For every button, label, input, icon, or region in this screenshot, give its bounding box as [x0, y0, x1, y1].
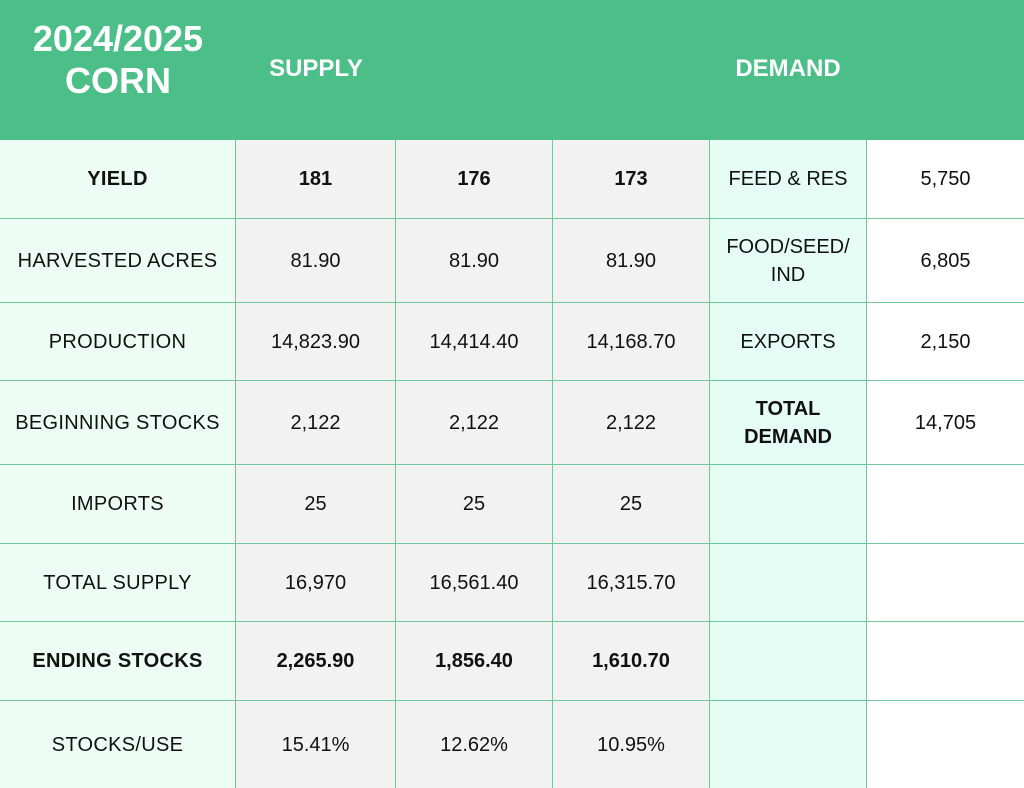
demand-header: DEMAND [735, 55, 841, 82]
row-label-total-supply: TOTAL SUPPLY [0, 544, 236, 622]
row-label-beginning-stocks: BEGINNING STOCKS [0, 381, 236, 465]
row-label-stocks-use: STOCKS/USE [0, 701, 236, 788]
header-banner: 2024/2025 CORN SUPPLY DEMAND [0, 0, 1024, 140]
total-supply-scenario-3: 16,315.70 [553, 544, 710, 622]
supply-header: SUPPLY [269, 55, 363, 82]
stocks-use-scenario-1: 15.41% [236, 701, 396, 788]
yield-scenario-2: 176 [396, 140, 553, 219]
total-supply-scenario-1: 16,970 [236, 544, 396, 622]
demand-label-feed: FEED & RES [710, 140, 867, 219]
demand-value-exports: 2,150 [867, 303, 1024, 381]
demand-value-empty [867, 465, 1024, 544]
demand-label-empty [710, 622, 867, 701]
row-label-ending-stocks: ENDING STOCKS [0, 622, 236, 701]
demand-label-empty [710, 701, 867, 788]
beginning-stocks-scenario-2: 2,122 [396, 381, 553, 465]
demand-label-food-seed-ind: FOOD/SEED/IND [710, 219, 867, 303]
yield-scenario-1: 181 [236, 140, 396, 219]
row-label-production: PRODUCTION [0, 303, 236, 381]
harvested-acres-scenario-2: 81.90 [396, 219, 553, 303]
production-scenario-1: 14,823.90 [236, 303, 396, 381]
page-title: 2024/2025 CORN [0, 18, 236, 102]
yield-scenario-3: 173 [553, 140, 710, 219]
demand-value-feed: 5,750 [867, 140, 1024, 219]
row-label-harvested-acres: HARVESTED ACRES [0, 219, 236, 303]
title-commodity: CORN [65, 60, 171, 101]
demand-value-total-demand: 14,705 [867, 381, 1024, 465]
title-year: 2024/2025 [32, 18, 204, 59]
demand-label-exports: EXPORTS [710, 303, 867, 381]
stocks-use-scenario-3: 10.95% [553, 701, 710, 788]
demand-value-empty [867, 544, 1024, 622]
supply-demand-table: YIELD 181 176 173 FEED & RES 5,750 HARVE… [0, 140, 1024, 788]
stocks-use-scenario-2: 12.62% [396, 701, 553, 788]
demand-value-empty [867, 622, 1024, 701]
production-scenario-3: 14,168.70 [553, 303, 710, 381]
production-scenario-2: 14,414.40 [396, 303, 553, 381]
demand-value-food-seed-ind: 6,805 [867, 219, 1024, 303]
row-label-imports: IMPORTS [0, 465, 236, 544]
demand-label-total-demand: TOTAL DEMAND [710, 381, 867, 465]
row-label-yield: YIELD [0, 140, 236, 219]
imports-scenario-3: 25 [553, 465, 710, 544]
demand-label-empty [710, 465, 867, 544]
total-supply-scenario-2: 16,561.40 [396, 544, 553, 622]
beginning-stocks-scenario-1: 2,122 [236, 381, 396, 465]
ending-stocks-scenario-2: 1,856.40 [396, 622, 553, 701]
ending-stocks-scenario-3: 1,610.70 [553, 622, 710, 701]
beginning-stocks-scenario-3: 2,122 [553, 381, 710, 465]
imports-scenario-1: 25 [236, 465, 396, 544]
harvested-acres-scenario-1: 81.90 [236, 219, 396, 303]
demand-label-empty [710, 544, 867, 622]
harvested-acres-scenario-3: 81.90 [553, 219, 710, 303]
demand-value-empty [867, 701, 1024, 788]
ending-stocks-scenario-1: 2,265.90 [236, 622, 396, 701]
imports-scenario-2: 25 [396, 465, 553, 544]
